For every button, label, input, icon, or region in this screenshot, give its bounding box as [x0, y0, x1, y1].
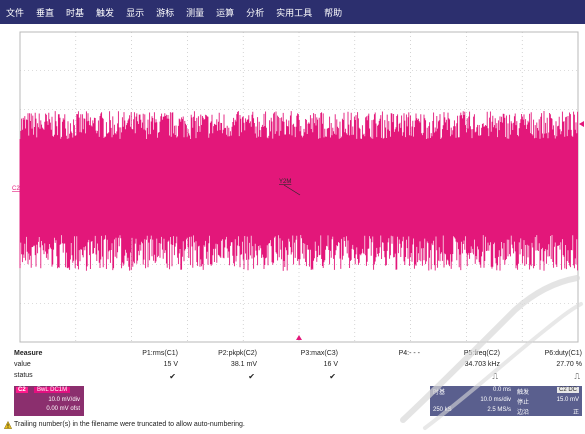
channel-scale: 10.0 mV/div	[48, 397, 80, 403]
param-name-6[interactable]: P6:duty(C1)	[544, 350, 582, 357]
menu-item-0[interactable]: 文件	[6, 8, 25, 19]
value-row-label: value	[14, 361, 31, 368]
status-message: Trailing number(s) in the filename were …	[14, 421, 245, 428]
param-value-6: 27.70 %	[556, 361, 582, 368]
status-check-icon-2: ✔	[248, 372, 255, 381]
menu-item-3[interactable]: 触发	[96, 8, 115, 19]
param-name-4[interactable]: P4:- - -	[398, 350, 420, 357]
timebase-title: 时基	[433, 390, 446, 396]
trigger-type: 边沿	[517, 410, 530, 416]
measure-header: Measure	[14, 350, 43, 357]
waveform-grid: Y2M C2	[12, 31, 584, 343]
menu-item-10[interactable]: 帮助	[324, 8, 343, 19]
signal-band	[20, 141, 578, 233]
timebase-scale: 10.0 ms/div	[480, 397, 511, 403]
param-value-5: 34.703 kHz	[464, 361, 500, 368]
status-row-label: status	[14, 372, 33, 379]
measure-header-row: Measure P1:rms(C1) P2:pkpk(C2) P3:max(C3…	[0, 350, 585, 361]
trigger-position-marker	[296, 335, 302, 340]
menu-item-6[interactable]: 测量	[186, 8, 205, 19]
param-name-1[interactable]: P1:rms(C1)	[142, 350, 178, 357]
waveform-display[interactable]: Y2M C2	[0, 24, 585, 348]
menu-item-2[interactable]: 时基	[66, 8, 85, 19]
measure-value-row: value 15 V 38.1 mV 16 V 34.703 kHz 27.70…	[0, 361, 585, 372]
channel-mode: BwL DC1M	[34, 387, 71, 393]
cursor-line	[283, 184, 301, 196]
param-name-2[interactable]: P2:pkpk(C2)	[218, 350, 257, 357]
measure-table: Measure P1:rms(C1) P2:pkpk(C2) P3:max(C3…	[0, 350, 585, 388]
measure-status-row: status ✔ ✔ ✔ ⎍ ⎍	[0, 372, 585, 383]
trigger-slope: 正	[572, 410, 579, 416]
timebase-box[interactable]: 时基 0.0 ms 10.0 ms/div 250 kS 2.5 MS/s	[430, 386, 514, 416]
param-value-1: 15 V	[163, 361, 178, 368]
param-name-5[interactable]: P5:freq(C2)	[463, 350, 500, 357]
channel-descriptor-box[interactable]: C2 BwL DC1M 10.0 mV/div 0.00 mV ofst	[14, 386, 84, 416]
status-bar: Trailing number(s) in the filename were …	[0, 419, 585, 434]
warning-icon	[4, 421, 12, 429]
trigger-level-marker	[579, 121, 584, 127]
trigger-level: 15.0 mV	[556, 397, 579, 403]
trigger-title: 触发	[517, 390, 530, 396]
status-pulse-icon-5: ⎍	[492, 372, 498, 381]
menu-bar: 文件 垂直 时基 触发 显示 游标 测量 运算 分析 实用工具 帮助	[0, 0, 585, 24]
menu-item-4[interactable]: 显示	[126, 8, 145, 19]
status-pulse-icon-6: ⎍	[574, 372, 580, 381]
menu-item-5[interactable]: 游标	[156, 8, 175, 19]
channel-offset: 0.00 mV ofst	[46, 406, 80, 412]
menu-item-8[interactable]: 分析	[246, 8, 265, 19]
param-name-3[interactable]: P3:max(C3)	[300, 350, 338, 357]
trigger-box[interactable]: 触发 C2 DC 停止 15.0 mV 边沿 正	[514, 386, 582, 416]
trigger-badge: C2 DC	[556, 387, 579, 393]
param-value-2: 38.1 mV	[230, 361, 257, 368]
menu-item-1[interactable]: 垂直	[36, 8, 55, 19]
menu-item-7[interactable]: 运算	[216, 8, 235, 19]
trigger-mode: 停止	[517, 400, 530, 406]
param-value-3: 16 V	[323, 361, 338, 368]
channel-label: C2	[16, 387, 28, 393]
timebase-delay: 0.0 ms	[492, 387, 511, 393]
cursor-label: Y2M	[279, 179, 291, 185]
channel-marker: C2	[12, 186, 20, 192]
status-check-icon-1: ✔	[169, 372, 176, 381]
timebase-samples: 250 kS	[433, 407, 452, 413]
menu-item-9[interactable]: 实用工具	[276, 8, 313, 19]
status-check-icon-3: ✔	[329, 372, 336, 381]
timebase-rate: 2.5 MS/s	[487, 407, 511, 413]
